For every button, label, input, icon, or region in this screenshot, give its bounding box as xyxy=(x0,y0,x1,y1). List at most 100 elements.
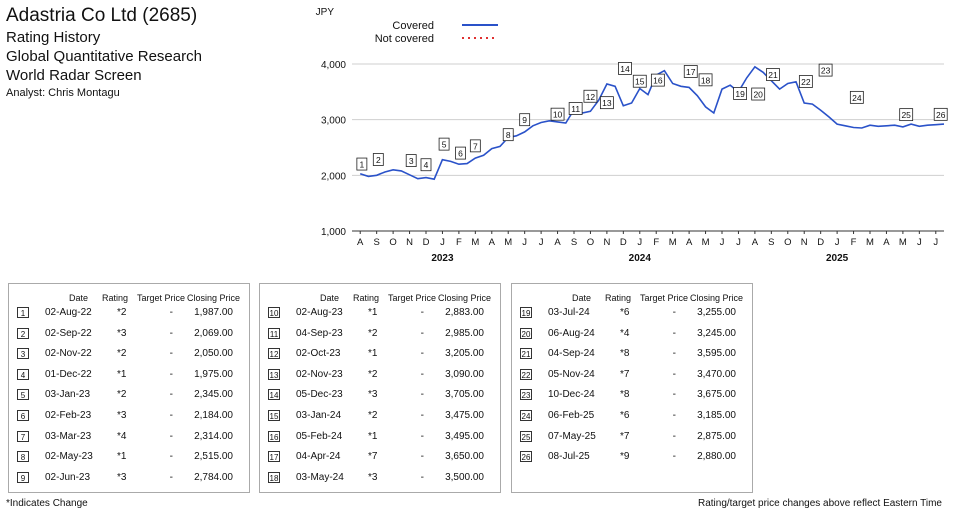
rating-marker-box xyxy=(818,63,833,77)
y-tick-label: 3,000 xyxy=(321,116,346,127)
row-index-box: 17 xyxy=(268,451,280,463)
date-cell: 02-Feb-23 xyxy=(45,410,92,421)
x-tick-label: N xyxy=(603,237,610,248)
table-row: 7 03-Mar-23 *4 - 2,314.00 xyxy=(9,428,249,446)
rating-marker-label: 8 xyxy=(506,130,511,140)
rating-marker-label: 11 xyxy=(571,104,580,114)
rating-marker-label: 23 xyxy=(821,66,831,76)
rating-table-2: Date Rating Target Price Closing Price 10 02-… xyxy=(259,283,501,493)
row-index-box: 22 xyxy=(520,368,532,380)
row-index-box: 19 xyxy=(520,307,532,318)
x-tick-label: F xyxy=(653,237,659,248)
x-tick-label: A xyxy=(554,237,561,248)
closing-price-cell: 2,050.00 xyxy=(194,348,233,360)
closing-price-cell: 3,495.00 xyxy=(445,430,484,442)
table-row: 22 05-Nov-24 *7 - 3,470.00 xyxy=(512,366,752,384)
row-index-box: 4 xyxy=(17,368,29,380)
rating-cell: *1 xyxy=(368,307,378,318)
closing-price-cell: 2,345.00 xyxy=(194,389,233,401)
x-tick-label: F xyxy=(456,237,462,248)
rating-cell: *8 xyxy=(620,348,630,360)
x-tick-label: O xyxy=(587,237,594,248)
rating-marker-label: 1 xyxy=(359,160,364,170)
rating-table-1: Date Rating Target Price Closing Price 1 02-A… xyxy=(8,283,250,493)
row-index-box: 3 xyxy=(17,348,29,360)
research-group: Global Quantitative Research xyxy=(6,48,202,65)
x-tick-label: D xyxy=(620,237,627,248)
y-tick-label: 2,000 xyxy=(321,171,346,182)
target-price-cell: - xyxy=(169,307,173,318)
date-cell: 04-Apr-24 xyxy=(296,451,341,463)
row-index-box: 18 xyxy=(268,471,280,483)
report-header: Adastria Co Ltd (2685) Rating History Gl… xyxy=(6,4,202,100)
rating-marker-box xyxy=(650,73,665,87)
rating-marker-box xyxy=(502,128,514,142)
table-row: 17 04-Apr-24 *7 - 3,650.00 xyxy=(260,448,500,466)
target-price-cell: - xyxy=(420,327,424,339)
x-tick-label: M xyxy=(669,237,677,248)
rating-marker-label: 15 xyxy=(635,77,645,87)
target-price-cell: - xyxy=(169,327,173,339)
date-cell: 05-Feb-24 xyxy=(296,430,343,442)
date-cell: 05-Dec-23 xyxy=(296,389,343,401)
rating-cell: *2 xyxy=(117,389,127,401)
table-row: 8 02-May-23 *1 - 2,515.00 xyxy=(9,448,249,466)
closing-price-cell: 3,500.00 xyxy=(445,471,484,483)
closing-price-cell: 3,595.00 xyxy=(697,348,736,360)
rating-marker-label: 10 xyxy=(553,110,563,120)
x-tick-label: M xyxy=(471,237,479,248)
closing-price-cell: 2,784.00 xyxy=(194,471,233,483)
rating-marker-box xyxy=(469,139,481,153)
x-tick-label: J xyxy=(933,237,938,248)
row-index-box: 20 xyxy=(520,327,532,339)
rating-marker-label: 4 xyxy=(424,160,429,170)
header-closing-price: Closing Price xyxy=(438,293,492,303)
x-tick-label: M xyxy=(702,237,710,248)
rating-marker-box xyxy=(618,62,632,75)
header-date: Date xyxy=(572,293,592,303)
table-row: 11 04-Sep-23 *2 - 2,985.00 xyxy=(260,325,500,343)
rating-table-3: Date Rating Target Price Closing Price 19 03-… xyxy=(511,283,753,493)
rating-marker-label: 12 xyxy=(586,92,596,102)
x-tick-label: A xyxy=(883,237,890,248)
row-index-box: 15 xyxy=(268,410,280,421)
rating-marker-box xyxy=(550,107,565,121)
date-cell: 02-Nov-22 xyxy=(45,348,92,360)
target-price-cell: - xyxy=(420,389,424,401)
header-target-price: Target Price xyxy=(137,293,186,303)
table-row: 10 02-Aug-23 *1 - 2,883.00 xyxy=(260,304,500,322)
closing-price-cell: 3,470.00 xyxy=(697,368,736,380)
rating-marker-box xyxy=(733,87,747,100)
row-index-box: 11 xyxy=(268,327,280,339)
closing-price-cell: 1,975.00 xyxy=(194,368,233,380)
y-tick-label: 4,000 xyxy=(321,60,346,71)
header-rating: Rating xyxy=(102,293,129,303)
target-price-cell: - xyxy=(420,368,424,380)
rating-marker-box xyxy=(568,102,583,115)
target-price-cell: - xyxy=(420,471,424,483)
rating-marker-label: 16 xyxy=(653,76,663,86)
target-price-cell: - xyxy=(672,327,676,339)
row-index-box: 9 xyxy=(17,471,29,483)
rating-marker-box xyxy=(455,146,466,160)
date-cell: 02-Sep-22 xyxy=(45,327,92,339)
table-row: 24 06-Feb-25 *6 - 3,185.00 xyxy=(512,407,752,425)
table-row: 13 02-Nov-23 *2 - 3,090.00 xyxy=(260,366,500,384)
rating-marker-box xyxy=(751,87,766,101)
rating-cell: *2 xyxy=(368,410,378,421)
rating-marker-label: 3 xyxy=(409,156,414,166)
rating-cell: *9 xyxy=(620,451,630,463)
x-tick-label: J xyxy=(720,237,725,248)
target-price-cell: - xyxy=(169,451,173,463)
row-index-box: 23 xyxy=(520,389,532,401)
date-cell: 06-Feb-25 xyxy=(548,410,595,421)
closing-price-cell: 3,185.00 xyxy=(697,410,736,421)
x-tick-label: A xyxy=(357,237,364,248)
row-index-box: 10 xyxy=(268,307,280,318)
rating-cell: *2 xyxy=(368,368,378,380)
rating-cell: *2 xyxy=(117,348,127,360)
rating-marker-box xyxy=(420,158,432,172)
header-date: Date xyxy=(69,293,89,303)
rating-cell: *3 xyxy=(368,471,378,483)
closing-price-cell: 3,090.00 xyxy=(445,368,484,380)
